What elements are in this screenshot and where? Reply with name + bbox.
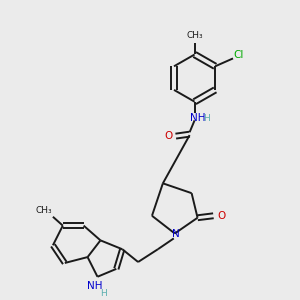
- Text: Cl: Cl: [234, 50, 244, 61]
- Text: H: H: [100, 289, 107, 298]
- Text: CH₃: CH₃: [186, 31, 203, 40]
- Text: NH: NH: [87, 280, 102, 291]
- Text: N: N: [172, 230, 180, 239]
- Text: O: O: [165, 131, 173, 141]
- Text: NH: NH: [190, 113, 205, 123]
- Text: H: H: [203, 114, 210, 123]
- Text: CH₃: CH₃: [36, 206, 52, 215]
- Text: O: O: [217, 211, 226, 221]
